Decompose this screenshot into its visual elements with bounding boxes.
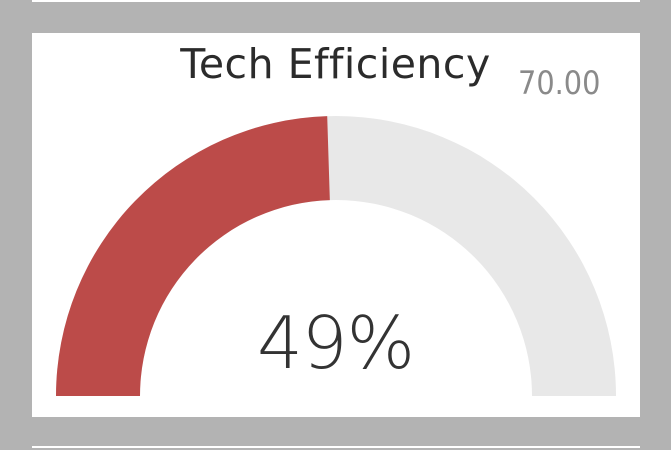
gauge-target-value: 70.00 [518,64,601,102]
frame-edge-bottom [32,446,640,448]
gauge-title: Tech Efficiency [180,40,491,88]
frame-edge-top [32,0,640,2]
gauge-value-label: 49% [256,301,415,385]
gauge-value-arc [56,116,330,397]
